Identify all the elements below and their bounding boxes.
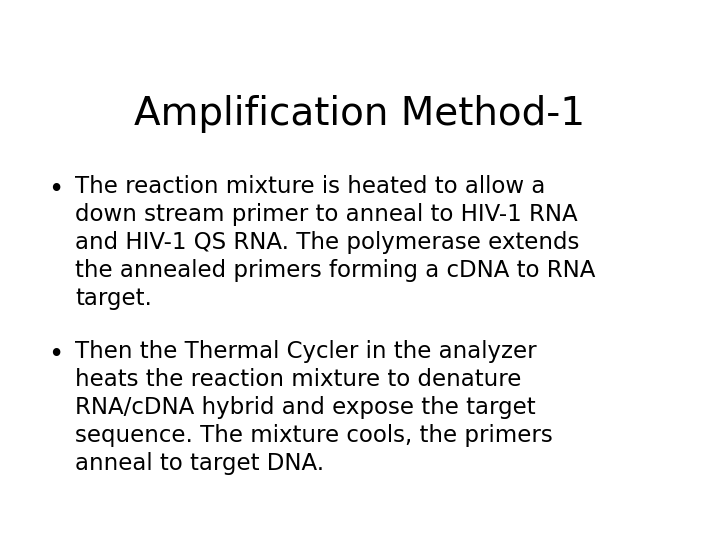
Text: •: • — [48, 177, 63, 203]
Text: and HIV-1 QS RNA. The polymerase extends: and HIV-1 QS RNA. The polymerase extends — [75, 231, 580, 254]
Text: the annealed primers forming a cDNA to RNA: the annealed primers forming a cDNA to R… — [75, 259, 595, 282]
Text: Then the Thermal Cycler in the analyzer: Then the Thermal Cycler in the analyzer — [75, 340, 536, 363]
Text: heats the reaction mixture to denature: heats the reaction mixture to denature — [75, 368, 521, 391]
Text: sequence. The mixture cools, the primers: sequence. The mixture cools, the primers — [75, 424, 553, 447]
Text: target.: target. — [75, 287, 152, 310]
Text: •: • — [48, 342, 63, 368]
Text: anneal to target DNA.: anneal to target DNA. — [75, 452, 324, 475]
Text: Amplification Method-1: Amplification Method-1 — [135, 95, 585, 133]
Text: The reaction mixture is heated to allow a: The reaction mixture is heated to allow … — [75, 175, 545, 198]
Text: RNA/cDNA hybrid and expose the target: RNA/cDNA hybrid and expose the target — [75, 396, 536, 419]
Text: down stream primer to anneal to HIV-1 RNA: down stream primer to anneal to HIV-1 RN… — [75, 203, 577, 226]
